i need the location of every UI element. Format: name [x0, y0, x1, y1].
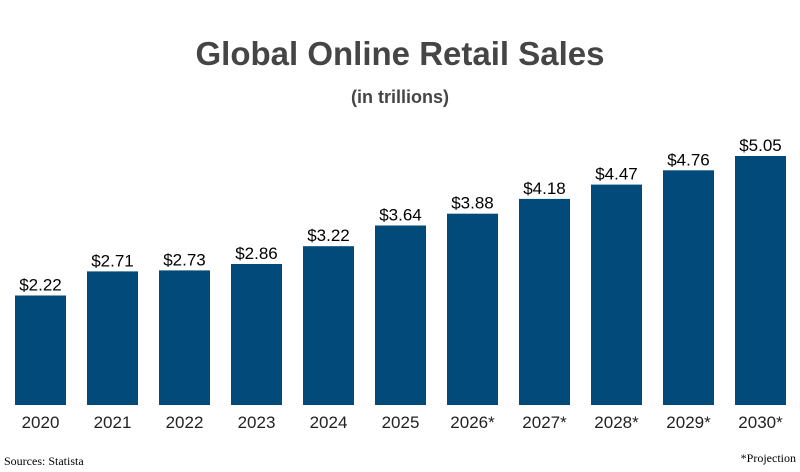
value-label: $5.05 [739, 136, 782, 155]
value-label: $3.22 [307, 226, 350, 245]
chart-title: Global Online Retail Sales [195, 35, 605, 72]
bar-2024 [303, 246, 354, 405]
x-tick-label: 2028* [594, 413, 639, 432]
x-tick-label: 2027* [522, 413, 567, 432]
x-tick-label: 2026* [450, 413, 495, 432]
value-label: $3.64 [379, 206, 422, 225]
bar-2029-projection [663, 170, 714, 405]
x-tick-label: 2021 [94, 413, 132, 432]
bar-2028-projection [591, 184, 642, 405]
projection-footnote: *Projection [740, 451, 796, 465]
value-label: $3.88 [451, 194, 494, 213]
bar-2020 [15, 295, 66, 405]
bar-2022 [159, 270, 210, 405]
x-tick-label: 2029* [666, 413, 711, 432]
value-label: $4.47 [595, 165, 638, 184]
bar-2023 [231, 264, 282, 405]
bar-2026-projection [447, 213, 498, 405]
value-label: $4.76 [667, 150, 710, 169]
value-label: $2.73 [163, 250, 206, 269]
value-label: $2.71 [91, 251, 134, 270]
value-label: $2.86 [235, 244, 278, 263]
source-note: Sources: Statista [4, 454, 84, 468]
x-tick-label: 2023 [238, 413, 276, 432]
x-tick-label: 2020 [22, 413, 60, 432]
chart-subtitle: (in trillions) [351, 87, 449, 107]
value-label: $2.22 [19, 276, 62, 295]
bar-2030-projection [735, 156, 786, 405]
x-tick-label: 2025 [382, 413, 420, 432]
bar-2021 [87, 271, 138, 405]
x-tick-label: 2030* [738, 413, 783, 432]
value-label: $4.18 [523, 179, 566, 198]
bar-2025 [375, 225, 426, 405]
x-tick-label: 2024 [310, 413, 348, 432]
x-tick-label: 2022 [166, 413, 204, 432]
bar-2027-projection [519, 198, 570, 405]
